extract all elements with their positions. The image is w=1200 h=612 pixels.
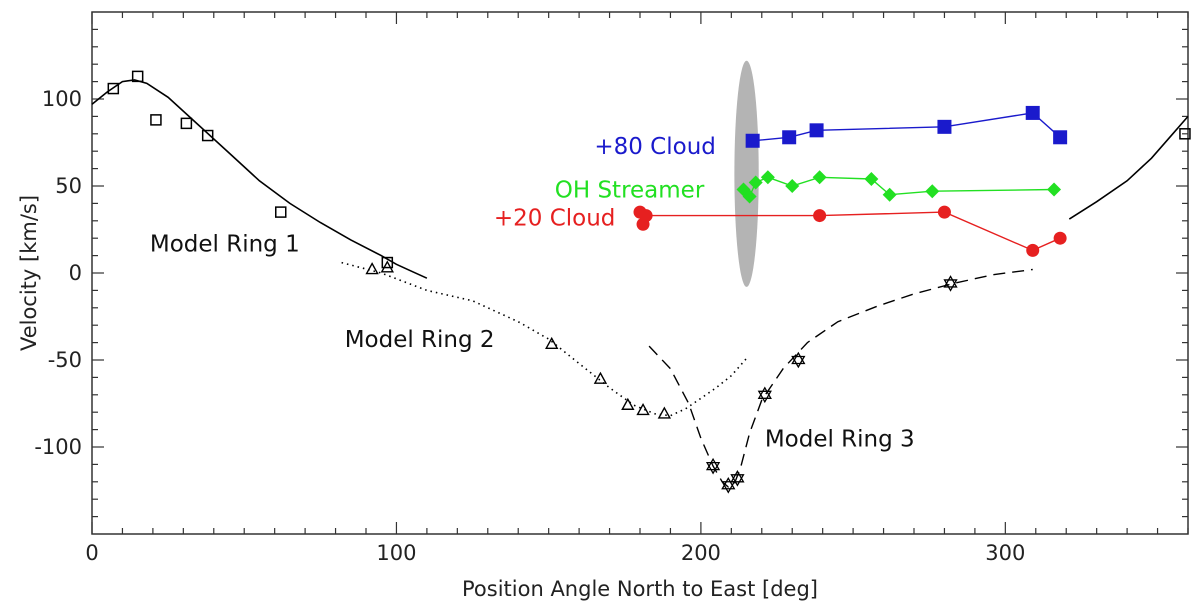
data-point-open-square [150, 114, 162, 126]
data-point-open-square [107, 82, 120, 95]
series-line [742, 176, 1055, 198]
data-point-diamond [1047, 182, 1062, 197]
data-point-open-star [791, 351, 806, 365]
data-point-diamond [785, 179, 800, 193]
plot-frame [91, 11, 1189, 535]
y-tick-label: 50 [55, 174, 82, 198]
data-point-open-triangle [593, 371, 608, 384]
data-point-open-star [721, 481, 736, 494]
data-point-diamond [925, 184, 940, 199]
annotation-oh: OH Streamer [555, 177, 705, 203]
data-point-open-square [131, 70, 144, 83]
x-tick-label: 300 [985, 541, 1025, 565]
y-tick-label: -100 [34, 435, 82, 459]
data-point-open-star [721, 476, 736, 490]
data-point-open-square [1179, 128, 1191, 140]
data-point-open-star [757, 390, 772, 404]
data-point-open-star [791, 355, 806, 369]
x-axis-label: Position Angle North to East [deg] [462, 577, 818, 601]
x-tick-label: 100 [376, 541, 416, 565]
data-point-circle [1026, 243, 1040, 257]
data-point-diamond [812, 170, 827, 185]
data-point-open-star [943, 279, 958, 292]
data-point-circle [1053, 231, 1067, 245]
data-point-diamond [742, 189, 757, 204]
x-tick-label: 0 [85, 541, 98, 565]
data-point-open-square [381, 256, 394, 269]
model-curve-solid [1068, 115, 1189, 220]
data-point-open-square [180, 117, 193, 130]
data-point-square [937, 119, 952, 134]
data-point-open-star [705, 457, 721, 471]
data-point-square [745, 133, 760, 148]
x-tick-label: 200 [681, 541, 721, 565]
model-curve-dotted [341, 261, 748, 417]
data-point-open-triangle [636, 403, 650, 416]
annotation-ring2: Model Ring 2 [345, 327, 495, 353]
data-point-open-square [201, 129, 214, 142]
y-tick-label: 100 [42, 87, 82, 111]
data-point-square [782, 130, 797, 145]
data-point-open-star [757, 386, 772, 399]
data-point-open-triangle [365, 262, 379, 275]
series-line [639, 211, 1061, 252]
data-point-open-star [943, 275, 958, 288]
data-point-diamond [748, 175, 763, 190]
annotation-ring1: Model Ring 1 [150, 231, 300, 257]
data-point-square [1053, 130, 1068, 145]
data-point-open-triangle [657, 406, 672, 419]
y-tick-label: 0 [69, 261, 82, 285]
data-point-open-triangle [545, 336, 559, 350]
data-point-diamond [760, 170, 775, 185]
data-point-circle [639, 209, 653, 223]
data-point-circle [937, 205, 951, 219]
plot-area: 0 100 200 300 100 50 0 -50 -100 Model Ring 1 Model… [34, 11, 1191, 565]
data-point-square [809, 123, 824, 138]
model-curve-dashed [648, 268, 1033, 488]
data-point-circle [813, 209, 827, 223]
data-point-open-star [705, 461, 721, 475]
data-point-diamond [882, 187, 897, 202]
highlight-ellipse [734, 60, 759, 287]
data-point-open-star [730, 470, 745, 483]
data-point-diamond [864, 172, 879, 187]
data-point-open-star [730, 474, 745, 487]
data-point-square [1025, 105, 1040, 120]
annotation-ring3: Model Ring 3 [765, 426, 915, 452]
annotation-cloud80: +80 Cloud [594, 134, 716, 160]
annotation-cloud20: +20 Cloud [494, 205, 616, 231]
data-point-open-triangle [380, 260, 394, 273]
y-tick-label: -50 [48, 348, 82, 372]
series-line [752, 112, 1061, 142]
y-axis-label: Velocity [km/s] [17, 195, 41, 351]
model-curve-solid [91, 79, 428, 279]
data-point-open-triangle [621, 397, 635, 410]
data-point-open-square [275, 206, 287, 218]
